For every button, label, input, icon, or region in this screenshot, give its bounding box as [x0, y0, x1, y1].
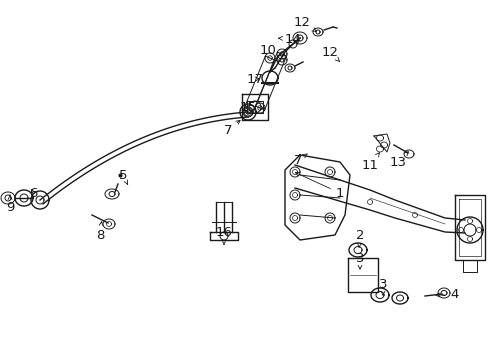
- Text: 10: 10: [259, 44, 278, 62]
- Text: 17: 17: [246, 72, 263, 86]
- Text: 5: 5: [119, 168, 127, 184]
- Text: 9: 9: [6, 195, 14, 213]
- Text: 14: 14: [278, 32, 301, 45]
- Text: 7: 7: [224, 120, 240, 136]
- Text: 15: 15: [239, 100, 256, 113]
- Text: 8: 8: [96, 222, 104, 242]
- Text: 1: 1: [295, 172, 344, 199]
- Text: 11: 11: [361, 153, 379, 171]
- Text: 6: 6: [29, 186, 37, 199]
- Text: 3: 3: [355, 252, 364, 269]
- Text: 16: 16: [215, 225, 232, 244]
- Text: 12: 12: [293, 15, 316, 31]
- Text: 7: 7: [293, 153, 307, 166]
- Text: 12: 12: [321, 45, 339, 62]
- Text: 4: 4: [435, 288, 458, 302]
- Text: 2: 2: [355, 229, 364, 247]
- Text: 3: 3: [378, 279, 386, 295]
- Text: 13: 13: [389, 152, 407, 168]
